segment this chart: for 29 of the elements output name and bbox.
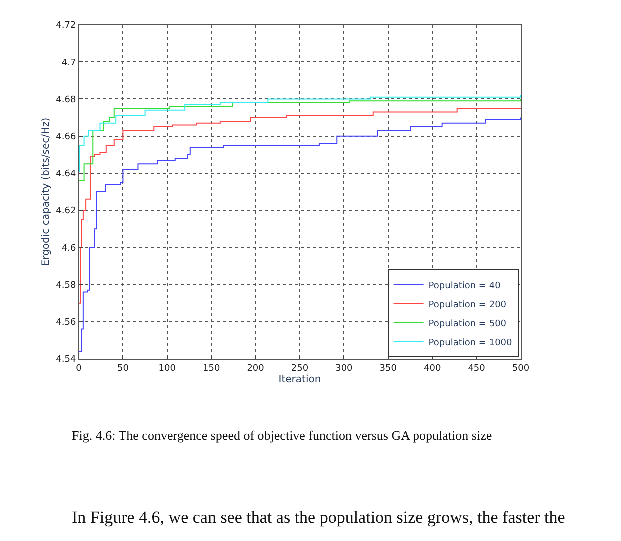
x-tick-label: 100 bbox=[158, 364, 176, 374]
x-tick-label: 400 bbox=[424, 364, 442, 374]
x-tick-label: 300 bbox=[336, 364, 354, 374]
x-tick-label: 250 bbox=[291, 364, 309, 374]
y-tick-label: 4.58 bbox=[56, 280, 76, 291]
y-tick-label: 4.66 bbox=[56, 132, 76, 142]
y-tick-label: 4.6 bbox=[62, 244, 76, 254]
x-tick-label: 200 bbox=[247, 364, 265, 374]
x-tick-label: 150 bbox=[203, 364, 220, 374]
legend-label: Population = 200 bbox=[428, 300, 507, 310]
legend-label: Population = 1000 bbox=[428, 338, 513, 348]
y-tick-label: 4.54 bbox=[56, 355, 76, 366]
y-tick-label: 4.56 bbox=[56, 318, 76, 328]
y-axis-title: Ergodic capacity (bits/sec/Hz) bbox=[41, 118, 52, 266]
y-tick-label: 4.62 bbox=[56, 206, 76, 217]
x-tick-label: 450 bbox=[468, 364, 486, 374]
y-tick-label: 4.64 bbox=[56, 170, 76, 180]
x-tick-label: 500 bbox=[512, 364, 530, 374]
x-tick-label: 350 bbox=[380, 364, 398, 374]
y-tick-label: 4.68 bbox=[56, 95, 76, 106]
caption: Fig. 4.6: The convergence speed of objective function versus GA population size bbox=[72, 428, 492, 443]
x-axis-title: Iteration bbox=[278, 374, 322, 386]
legend-label: Population = 40 bbox=[428, 281, 502, 292]
y-tick-label: 4.7 bbox=[62, 58, 76, 68]
text: In Figure 4.6, we can see that as the population size grows, the faster the bbox=[72, 508, 566, 527]
y-tick-label: 4.72 bbox=[56, 21, 76, 32]
legend-label: Population = 500 bbox=[428, 319, 507, 330]
x-tick-label: 0 bbox=[76, 364, 82, 374]
x-tick-label: 50 bbox=[117, 364, 130, 374]
